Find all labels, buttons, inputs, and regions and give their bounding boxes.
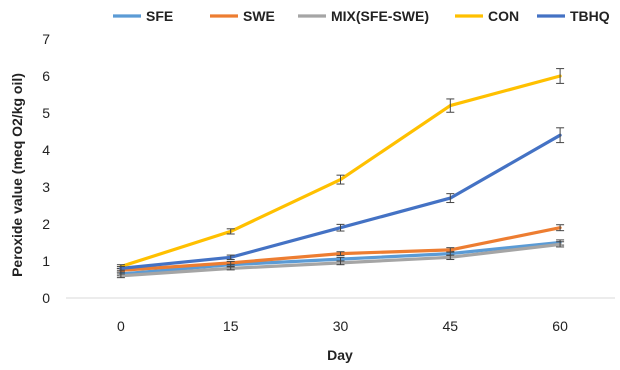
series-con — [117, 69, 564, 269]
y-axis: 0 1 2 3 4 5 6 7 — [42, 31, 50, 306]
legend: SFE SWE MIX(SFE-SWE) CON TBHQ — [113, 8, 610, 24]
x-tick-label: 0 — [117, 318, 125, 334]
y-tick-label: 6 — [42, 68, 50, 84]
y-tick-label: 2 — [42, 216, 50, 232]
y-tick-label: 0 — [42, 290, 50, 306]
legend-label: CON — [488, 8, 519, 24]
y-tick-label: 1 — [42, 253, 50, 269]
x-tick-label: 30 — [333, 318, 349, 334]
y-tick-label: 5 — [42, 105, 50, 121]
legend-label: SWE — [243, 8, 275, 24]
x-tick-label: 15 — [223, 318, 239, 334]
series-layer — [117, 69, 564, 278]
legend-item: TBHQ — [537, 8, 610, 24]
x-tick-label: 60 — [552, 318, 568, 334]
legend-item: CON — [455, 8, 519, 24]
legend-item: MIX(SFE-SWE) — [298, 8, 429, 24]
y-tick-label: 3 — [42, 179, 50, 195]
legend-label: TBHQ — [570, 8, 610, 24]
legend-item: SWE — [210, 8, 275, 24]
legend-label: MIX(SFE-SWE) — [331, 8, 429, 24]
y-axis-title: Peroxide value (meq O2/kg oil) — [9, 73, 25, 277]
x-tick-label: 45 — [443, 318, 459, 334]
y-tick-label: 7 — [42, 31, 50, 47]
x-axis-title: Day — [327, 347, 353, 363]
legend-item: SFE — [113, 8, 173, 24]
y-tick-label: 4 — [42, 142, 50, 158]
legend-label: SFE — [146, 8, 173, 24]
x-axis: 0 15 30 45 60 — [66, 298, 615, 334]
